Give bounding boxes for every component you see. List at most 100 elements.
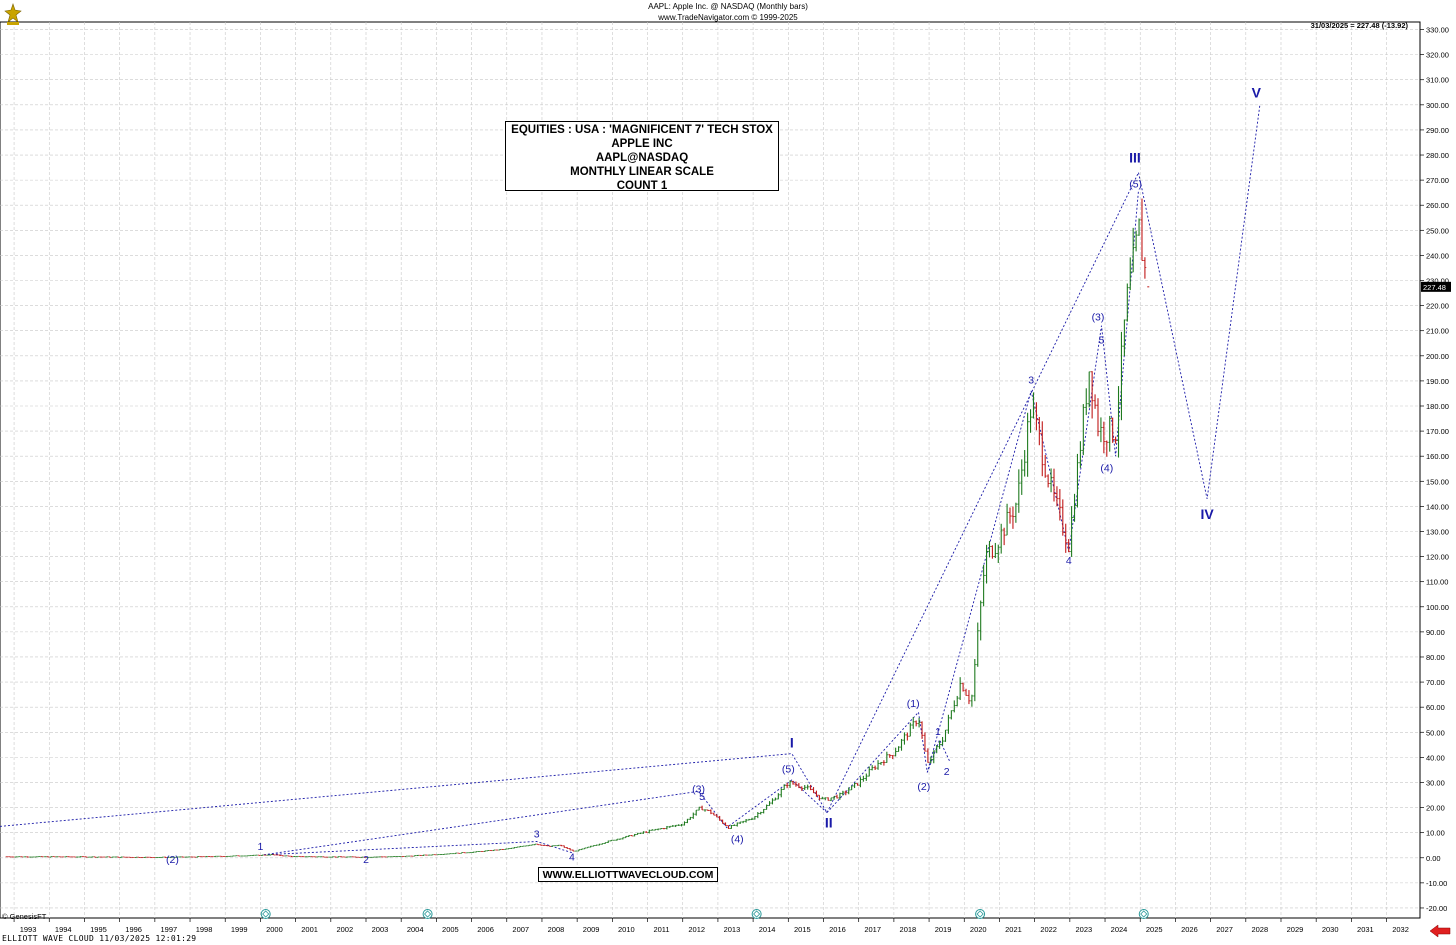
x-tick-label: 2022 <box>1040 925 1057 934</box>
y-tick-label: 100.00 <box>1426 603 1449 612</box>
cycle-marker-icon <box>1138 909 1149 919</box>
x-tick-label: 2027 <box>1216 925 1233 934</box>
x-tick-label: 2029 <box>1287 925 1304 934</box>
last-price-tag <box>1421 281 1451 292</box>
wave-labels: IIIIIIIVV(1)(2)(3)(4)(5)(2)(3)(4)(5)1234… <box>166 84 1262 865</box>
y-tick-label: 310.00 <box>1426 76 1449 85</box>
wave-label: (4) <box>731 834 744 846</box>
info-line: COUNT 1 <box>616 180 668 192</box>
wave-line <box>263 841 573 856</box>
price-bars <box>5 198 1150 858</box>
x-tick-label: 2017 <box>864 925 881 934</box>
chart-grid <box>0 21 1421 919</box>
y-tick-label: 330.00 <box>1426 26 1449 35</box>
y-tick-label: 50.00 <box>1426 728 1445 737</box>
y-tick-label: 10.00 <box>1426 829 1445 838</box>
x-tick-label: 1994 <box>55 925 72 934</box>
wave-label: 3 <box>1028 374 1034 386</box>
x-tick-label: 2008 <box>548 925 565 934</box>
cycle-marker-icon <box>422 909 433 919</box>
x-tick-label: 2007 <box>512 925 529 934</box>
x-tick-label: 2024 <box>1111 925 1128 934</box>
wave-label: (3) <box>1092 312 1105 324</box>
x-tick-label: 2011 <box>653 925 669 934</box>
wave-line <box>826 190 1139 813</box>
chart-axes: -20.00 -10.00 0.00 10.00 20.00 30.00 40.00 50.0… <box>13 26 1451 934</box>
wave-label: (5) <box>1129 179 1142 191</box>
y-tick-label: 160.00 <box>1426 452 1449 461</box>
x-tick-label: 2018 <box>900 925 917 934</box>
y-tick-label: 40.00 <box>1426 753 1445 762</box>
y-tick-label: 230.00 <box>1426 277 1449 286</box>
y-tick-label: 80.00 <box>1426 653 1445 662</box>
website-label: WWW.ELLIOTTWAVECLOUD.COM <box>538 867 718 882</box>
y-tick-label: 290.00 <box>1426 126 1449 135</box>
wave-label: 2 <box>944 766 950 778</box>
x-tick-label: 2005 <box>442 925 459 934</box>
wave-label: I <box>790 734 794 750</box>
wave-label: 5 <box>699 791 705 803</box>
cycle-marker-icon <box>975 909 986 919</box>
wave-label: 1 <box>257 841 263 853</box>
x-tick-label: 2015 <box>794 925 811 934</box>
cycle-marker-icon <box>976 910 984 918</box>
x-tick-label: 2025 <box>1146 925 1163 934</box>
y-tick-label: 120.00 <box>1426 553 1449 562</box>
y-tick-label: 280.00 <box>1426 151 1449 160</box>
wave-label: (2) <box>166 854 179 866</box>
last-value-readout: 31/03/2025 = 227.48 (-13.92) <box>1310 21 1408 30</box>
x-tick-label: 1998 <box>196 925 213 934</box>
wave-label: 4 <box>1066 555 1072 567</box>
footer-timestamp: ELLIOTT WAVE CLOUD 11/03/2025 12:01:29 <box>2 934 197 943</box>
wave-projection <box>1138 104 1261 499</box>
x-tick-label: 2028 <box>1251 925 1268 934</box>
y-tick-label: 110.00 <box>1426 578 1448 587</box>
x-tick-label: 2023 <box>1075 925 1092 934</box>
y-tick-label: 20.00 <box>1426 804 1445 813</box>
x-tick-label: 1995 <box>90 925 107 934</box>
wave-label: 3 <box>534 829 540 841</box>
x-tick-label: 2032 <box>1392 925 1409 934</box>
wave-label: III <box>1129 150 1141 166</box>
cycle-marker-icon <box>1140 910 1148 918</box>
wave-label: 5 <box>1099 334 1105 346</box>
y-tick-label: 150.00 <box>1426 477 1449 486</box>
y-tick-label: 70.00 <box>1426 678 1445 687</box>
x-tick-label: 2001 <box>301 925 318 934</box>
info-box: EQUITIES : USA : 'MAGNIFICENT 7' TECH ST… <box>505 121 779 192</box>
x-tick-label: 2030 <box>1322 925 1339 934</box>
info-line: APPLE INC <box>611 138 673 150</box>
x-tick-label: 2016 <box>829 925 846 934</box>
x-tick-label: 2012 <box>688 925 705 934</box>
cycle-marker-icon <box>753 910 761 918</box>
plot-frame <box>0 21 1421 919</box>
info-line: EQUITIES : USA : 'MAGNIFICENT 7' TECH ST… <box>511 124 773 136</box>
cycle-marker-icon <box>260 909 271 919</box>
y-tick-label: 170.00 <box>1426 427 1449 436</box>
wave-projection-line <box>1138 104 1261 499</box>
info-line: MONTHLY LINEAR SCALE <box>570 166 714 178</box>
x-tick-label: 2000 <box>266 925 283 934</box>
y-tick-label: 190.00 <box>1426 377 1449 386</box>
x-tick-label: 2019 <box>935 925 952 934</box>
y-tick-label: 300.00 <box>1426 101 1449 110</box>
y-tick-label: 0.00 <box>1426 854 1441 863</box>
y-tick-label: 60.00 <box>1426 703 1445 712</box>
y-tick-label: 90.00 <box>1426 628 1445 637</box>
wave-label: II <box>825 815 833 831</box>
wave-label: (2) <box>917 781 930 793</box>
copyright-label: © GenesisFT <box>2 912 47 921</box>
y-tick-label: 260.00 <box>1426 201 1449 210</box>
wave-label: 1 <box>935 726 941 738</box>
x-tick-label: 2031 <box>1357 925 1374 934</box>
info-line: AAPL@NASDAQ <box>595 152 689 164</box>
x-tick-label: 2004 <box>407 925 424 934</box>
wave-label: IV <box>1200 506 1214 522</box>
y-tick-label: 180.00 <box>1426 402 1449 411</box>
y-tick-label: 140.00 <box>1426 502 1449 511</box>
scroll-left-arrow-icon[interactable] <box>1428 924 1452 938</box>
x-tick-label: 2021 <box>1005 925 1022 934</box>
cycle-marker-icon <box>751 909 762 919</box>
x-tick-label: 1999 <box>231 925 248 934</box>
